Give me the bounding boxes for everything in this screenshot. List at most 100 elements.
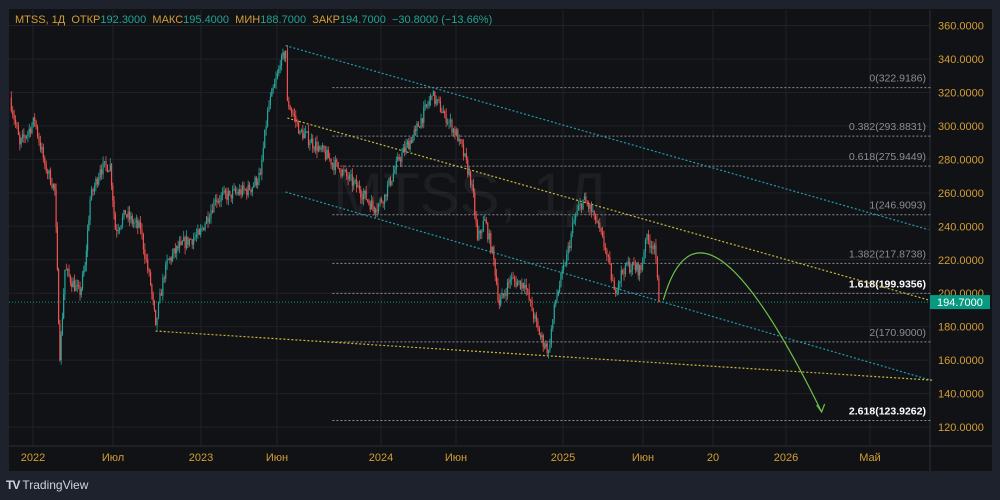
candle: [229, 190, 231, 195]
candle: [518, 280, 520, 282]
candle: [604, 247, 606, 250]
candle: [421, 118, 424, 123]
symbol-name[interactable]: MTSS, 1Д: [15, 14, 66, 26]
candle: [485, 219, 487, 224]
candle: [511, 277, 513, 280]
candle: [271, 89, 273, 97]
candle: [55, 189, 57, 228]
candle: [130, 216, 132, 220]
candle: [560, 273, 562, 286]
candle: [553, 304, 555, 320]
candle: [479, 230, 481, 234]
fib-level-label: 0.618(275.9449): [849, 151, 926, 163]
candle: [329, 158, 331, 160]
open-value: 192.3000: [100, 14, 147, 26]
candle: [626, 264, 628, 266]
candle: [464, 153, 466, 157]
candle: [68, 269, 70, 276]
candle: [623, 272, 625, 274]
candle: [488, 233, 490, 240]
candle: [378, 203, 380, 212]
candle: [145, 258, 147, 260]
candle: [211, 210, 214, 213]
candle: [109, 164, 111, 171]
candle: [83, 270, 85, 275]
candle: [629, 261, 631, 273]
candle: [306, 131, 308, 133]
candle: [522, 282, 524, 289]
candle: [176, 246, 178, 254]
candle: [412, 135, 414, 143]
candle: [373, 206, 375, 213]
candle: [339, 168, 341, 170]
tradingview-logo-icon: TV: [6, 478, 20, 492]
time-axis-label: 2023: [189, 452, 213, 464]
candle: [509, 279, 511, 283]
candle: [416, 123, 418, 131]
candle: [317, 146, 319, 152]
candle: [89, 199, 91, 220]
candle: [448, 121, 450, 123]
candle: [364, 190, 366, 194]
candle: [243, 185, 245, 190]
candle: [187, 236, 189, 245]
candle: [291, 109, 293, 113]
candle: [566, 254, 568, 265]
candle: [173, 248, 175, 254]
candle: [67, 269, 69, 271]
candle: [634, 265, 636, 271]
candle: [76, 285, 78, 287]
candle: [20, 138, 22, 145]
candle: [300, 130, 303, 131]
candle: [567, 245, 569, 255]
price-axis-label: 320.0000: [938, 87, 984, 99]
candle: [233, 188, 235, 190]
candle: [123, 210, 125, 217]
high-value: 195.4000: [183, 14, 230, 26]
candle: [280, 55, 283, 66]
candle: [487, 223, 489, 240]
candle: [142, 234, 144, 250]
candle: [500, 298, 502, 305]
candle: [255, 177, 257, 186]
candle: [227, 190, 229, 201]
candle: [96, 178, 98, 185]
candle: [268, 105, 270, 111]
price-axis-label: 140.0000: [938, 389, 984, 401]
candle: [593, 210, 595, 215]
fib-level-label: 1.382(217.8738): [849, 248, 926, 260]
candle: [289, 106, 291, 110]
candle: [138, 221, 140, 228]
candle: [171, 253, 174, 261]
candle: [59, 324, 61, 361]
candle: [622, 270, 624, 273]
candle: [656, 257, 659, 278]
candle: [534, 315, 536, 319]
candle: [188, 239, 190, 245]
candle: [63, 294, 65, 319]
candle: [240, 189, 242, 195]
fib-level-label: 2(170.9000): [869, 327, 926, 339]
candle: [71, 282, 73, 288]
candle: [135, 220, 137, 222]
candle: [445, 114, 447, 123]
candle: [649, 240, 651, 248]
candle: [257, 182, 259, 186]
candle: [641, 262, 644, 270]
candle: [465, 153, 467, 160]
candle: [78, 285, 80, 287]
candle: [350, 174, 352, 176]
candle: [319, 146, 321, 150]
candle: [274, 83, 276, 88]
candle: [49, 170, 52, 185]
price-axis-label: 220.0000: [938, 255, 984, 267]
candle: [606, 249, 608, 256]
candle: [619, 280, 621, 284]
tradingview-logo[interactable]: TV TradingView: [6, 478, 88, 492]
candle: [437, 99, 439, 101]
candle: [207, 216, 209, 223]
candle: [375, 209, 377, 213]
candle: [322, 145, 324, 149]
candle: [646, 234, 648, 240]
